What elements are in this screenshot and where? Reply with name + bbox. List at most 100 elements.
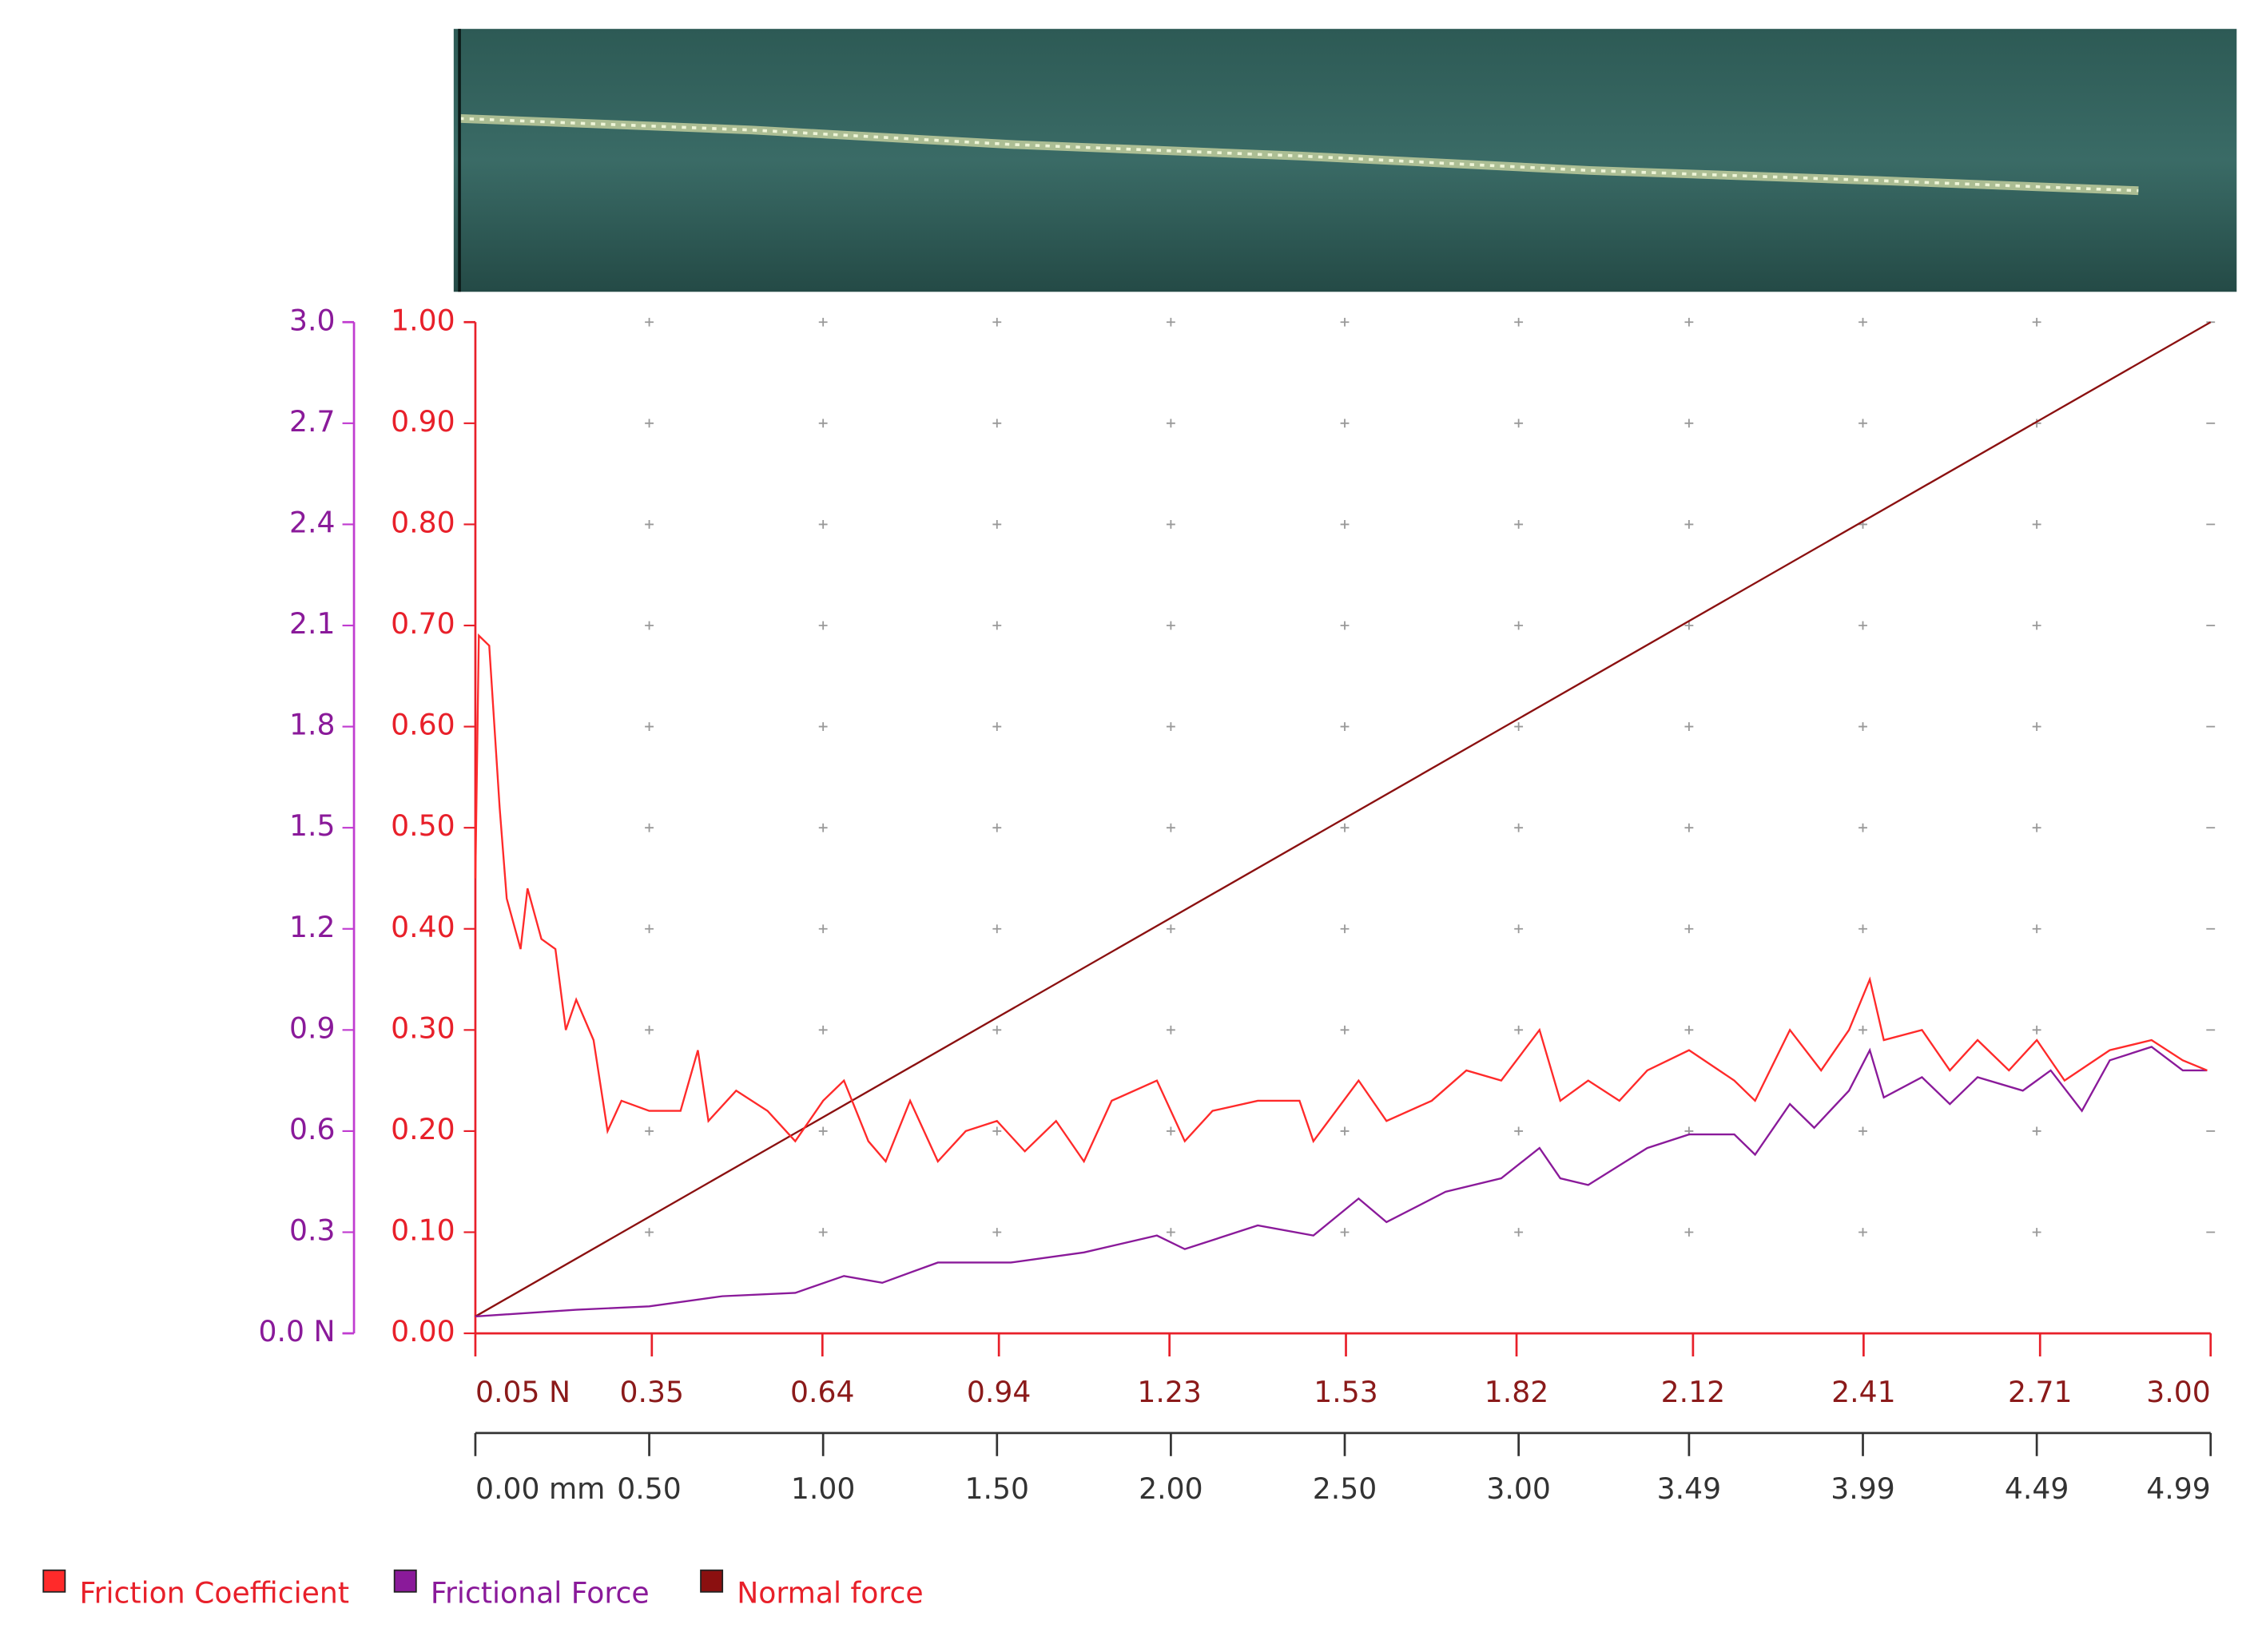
x-tick-label: 1.50 <box>965 1471 1030 1506</box>
grid-cross <box>1514 1126 1524 1136</box>
x2-tick-label: 1.23 <box>1137 1375 1202 1409</box>
y2-tick-label: 3.0 <box>289 303 336 337</box>
legend-swatch <box>700 1569 724 1593</box>
grid-cross <box>992 317 1002 327</box>
y-tick-label: 0.00 <box>391 1314 455 1348</box>
grid-cross <box>645 1126 654 1136</box>
y2-tick-label: 0.3 <box>289 1213 336 1248</box>
y-tick-label: 0.80 <box>391 505 455 539</box>
x2-tick-label: 2.12 <box>1661 1375 1726 1409</box>
grid-cross <box>1166 1228 1175 1237</box>
y2-tick-label: 1.8 <box>289 708 336 742</box>
grid-cross <box>645 1228 654 1237</box>
grid-cross <box>645 823 654 832</box>
grid-cross <box>1514 621 1524 630</box>
grid-cross <box>818 1228 828 1237</box>
grid-cross <box>992 924 1002 934</box>
grid-cross <box>645 519 654 529</box>
x-tick-label: 3.00 <box>1486 1471 1551 1506</box>
scratch-image <box>453 29 2237 292</box>
grid-cross <box>1684 823 1694 832</box>
grid-cross <box>645 419 654 428</box>
grid-cross <box>1514 722 1524 732</box>
y-tick-label: 1.00 <box>391 303 455 337</box>
grid-cross <box>1858 823 1867 832</box>
grid-cross <box>818 621 828 630</box>
x-tick-label: 3.99 <box>1831 1471 1895 1506</box>
grid-cross <box>992 1126 1002 1136</box>
x2-tick-label: 2.41 <box>1831 1375 1896 1409</box>
y2-tick-label: 0.6 <box>289 1112 336 1146</box>
grid-cross <box>2032 1126 2041 1136</box>
y-tick-label: 0.90 <box>391 404 455 439</box>
grid-cross <box>1858 621 1867 630</box>
grid-cross <box>818 924 828 934</box>
grid-cross <box>818 722 828 732</box>
grid-cross <box>1514 317 1524 327</box>
series-line <box>475 321 2212 1317</box>
y-tick-label: 0.20 <box>391 1112 455 1146</box>
y2-tick-label: 2.4 <box>289 505 336 539</box>
grid-cross <box>992 1025 1002 1034</box>
x2-tick-label: 0.94 <box>967 1375 1032 1409</box>
grid-cross <box>2032 519 2041 529</box>
grid-cross <box>818 317 828 327</box>
grid-cross <box>645 621 654 630</box>
grid-cross <box>992 722 1002 732</box>
x2-tick-label: 0.35 <box>620 1375 685 1409</box>
x2-tick-label: 0.05 N <box>475 1375 570 1409</box>
grid-cross <box>645 1025 654 1034</box>
y2-tick-label: 0.0 N <box>258 1314 335 1348</box>
grid-cross <box>1684 621 1694 630</box>
x2-tick-label: 0.64 <box>790 1375 855 1409</box>
grid-cross <box>1858 924 1867 934</box>
grid-cross <box>1684 924 1694 934</box>
x-tick-label: 1.00 <box>791 1471 856 1506</box>
grid-cross <box>1340 519 1350 529</box>
grid-cross <box>1166 419 1175 428</box>
y-tick-label: 0.10 <box>391 1213 455 1248</box>
grid-cross <box>2032 823 2041 832</box>
y-tick-label: 0.50 <box>391 808 455 843</box>
grid-cross <box>1166 1126 1175 1136</box>
legend-label: Normal force <box>737 1575 923 1610</box>
grid-cross <box>2032 1228 2041 1237</box>
y2-tick-label: 2.1 <box>289 606 336 641</box>
grid-cross <box>1684 722 1694 732</box>
y2-tick-label: 2.7 <box>289 404 336 439</box>
grid-cross <box>1340 722 1350 732</box>
grid-cross <box>1514 519 1524 529</box>
grid-cross <box>992 519 1002 529</box>
grid-cross <box>1166 924 1175 934</box>
x-tick-label: 0.00 mm <box>475 1471 605 1506</box>
grid-cross <box>1514 419 1524 428</box>
grid-cross <box>1166 317 1175 327</box>
series-line <box>474 633 2208 1164</box>
grid-cross <box>818 1025 828 1034</box>
y2-tick-label: 1.2 <box>289 910 336 944</box>
grid-cross <box>1514 924 1524 934</box>
grid-cross <box>1514 1228 1524 1237</box>
grid-cross <box>2032 722 2041 732</box>
grid-cross <box>1684 519 1694 529</box>
grid-cross <box>1340 1025 1350 1034</box>
grid-cross <box>992 419 1002 428</box>
grid-cross <box>1340 621 1350 630</box>
x2-tick-label: 1.82 <box>1485 1375 1549 1409</box>
x2-tick-label: 3.00 <box>2146 1375 2211 1409</box>
grid-cross <box>1858 1126 1867 1136</box>
grid-cross <box>1684 1025 1694 1034</box>
grid-cross <box>818 519 828 529</box>
grid-cross <box>818 419 828 428</box>
y-tick-label: 0.40 <box>391 910 455 944</box>
legend-swatch <box>393 1569 417 1593</box>
grid-cross <box>645 722 654 732</box>
grid-cross <box>1166 519 1175 529</box>
grid-cross <box>1514 1025 1524 1034</box>
y2-tick-label: 1.5 <box>289 808 336 843</box>
y-tick-label: 0.70 <box>391 606 455 641</box>
x2-tick-label: 1.53 <box>1314 1375 1378 1409</box>
grid-cross <box>1340 924 1350 934</box>
